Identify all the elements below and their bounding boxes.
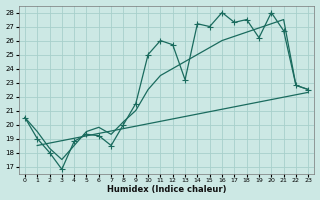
X-axis label: Humidex (Indice chaleur): Humidex (Indice chaleur) [107, 185, 226, 194]
